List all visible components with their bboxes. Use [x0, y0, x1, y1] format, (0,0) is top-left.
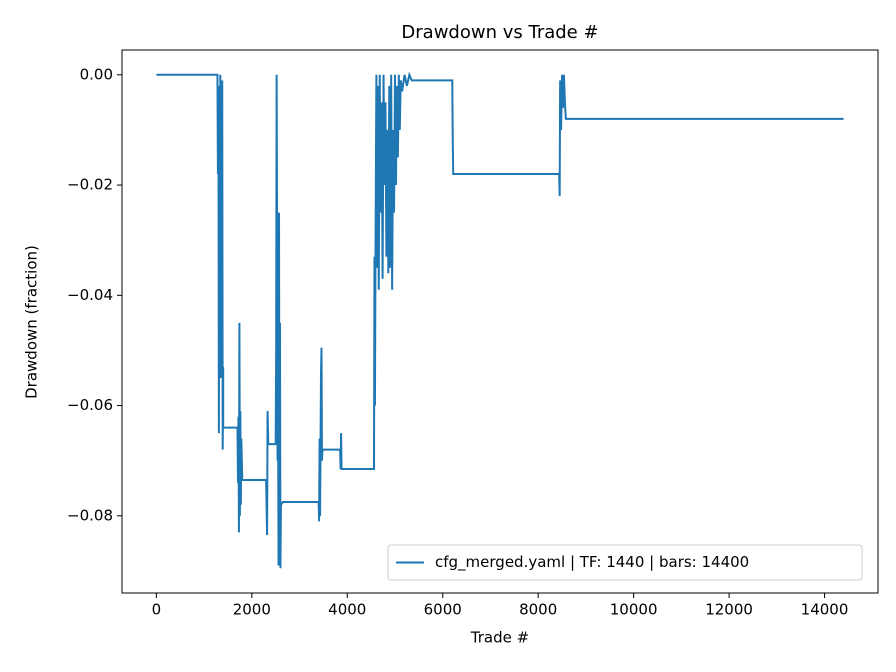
y-tick-label: −0.08 [67, 506, 113, 524]
x-tick-label: 14000 [801, 601, 849, 619]
x-axis-label: Trade # [470, 629, 529, 647]
x-tick-label: 4000 [328, 601, 366, 619]
x-tick-label: 0 [152, 601, 162, 619]
plot-frame [121, 49, 879, 594]
y-tick-label: −0.04 [67, 286, 113, 304]
legend-label: cfg_merged.yaml | TF: 1440 | bars: 14400 [435, 553, 749, 572]
x-tick-label: 2000 [233, 601, 271, 619]
x-tick-label: 12000 [705, 601, 753, 619]
x-tick-label: 8000 [519, 601, 557, 619]
y-axis-label: Drawdown (fraction) [23, 245, 41, 399]
x-tick-label: 6000 [424, 601, 462, 619]
line-series [156, 71, 844, 569]
y-tick-label: 0.00 [80, 65, 113, 83]
chart-title: Drawdown vs Trade # [401, 22, 598, 43]
legend-box [387, 544, 863, 581]
x-tick-label: 10000 [610, 601, 658, 619]
y-tick-label: −0.02 [67, 176, 113, 194]
y-tick-label: −0.06 [67, 396, 113, 414]
